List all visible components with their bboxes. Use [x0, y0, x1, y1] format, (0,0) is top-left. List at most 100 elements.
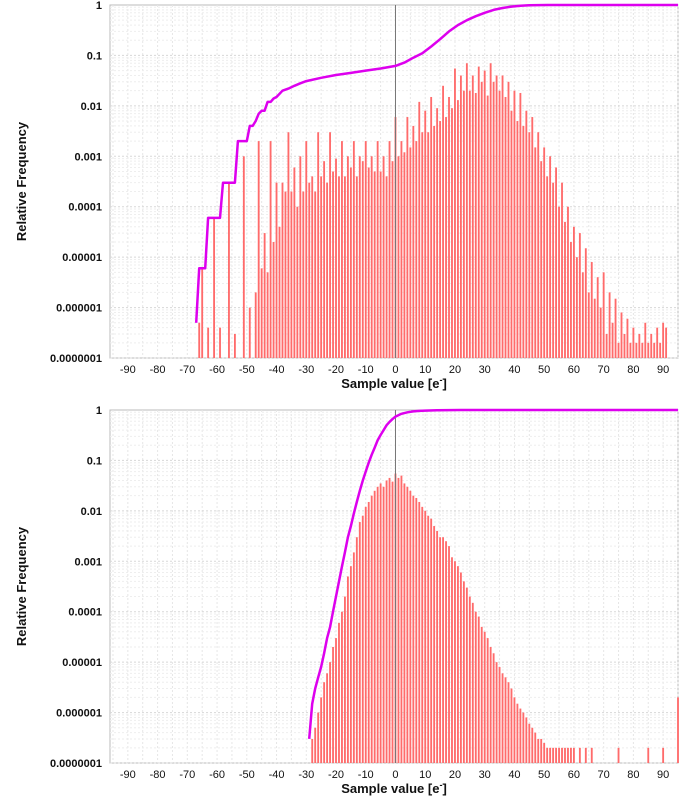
histogram-bar	[358, 522, 361, 763]
x-tick-label: -50	[239, 769, 255, 781]
cumulative-curve	[194, 3, 678, 323]
histogram-bar	[587, 292, 590, 358]
y-tick-label: 0.001	[74, 151, 102, 163]
histogram-bar	[564, 747, 566, 763]
histogram-bar	[590, 262, 593, 358]
chart-bottom-svg: 1 0.1 0.01 0.001 0.0001 0.00001 0.000001 0.0000…	[14, 405, 679, 796]
histogram-bar	[385, 176, 388, 358]
histogram-bar	[409, 147, 412, 358]
histogram-bar	[599, 307, 602, 358]
histogram-bar	[543, 742, 546, 763]
histogram-bar	[430, 518, 433, 763]
histogram-bar	[442, 537, 444, 763]
histogram-bar	[575, 257, 578, 358]
histogram-bar	[346, 576, 349, 763]
histogram-bar	[578, 233, 581, 358]
histogram-bar	[296, 206, 299, 358]
histogram-bar	[549, 747, 552, 763]
histogram-bar	[459, 572, 462, 763]
y-tick-label: 0.01	[81, 506, 102, 518]
histogram-bar	[341, 141, 343, 358]
histogram-bar	[677, 697, 679, 763]
x-tick-label: 30	[479, 364, 491, 376]
histogram-bar	[248, 307, 251, 358]
histogram-bar	[528, 723, 531, 763]
histogram-bars	[198, 63, 668, 359]
histogram-bar	[376, 486, 379, 763]
histogram-bar	[474, 611, 477, 763]
histogram-bar	[361, 515, 364, 763]
histogram-bar	[519, 708, 522, 763]
histogram-bar	[477, 616, 480, 763]
x-tick-label: -70	[179, 364, 195, 376]
histogram-bar	[495, 75, 498, 358]
histogram-bar	[213, 217, 216, 358]
histogram-bar	[412, 125, 415, 359]
histogram-bar	[228, 182, 230, 358]
histogram-bar	[572, 226, 575, 358]
histogram-bar	[534, 147, 537, 358]
y-tick-label: 0.0001	[68, 202, 102, 214]
y-tick-label: 0.1	[87, 50, 102, 62]
histogram-bar	[233, 333, 236, 358]
histogram-bar	[549, 156, 552, 358]
histogram-bar	[531, 117, 534, 359]
histogram-bar	[269, 141, 272, 358]
histogram-bar	[367, 501, 370, 763]
histogram-bar	[641, 342, 644, 358]
y-tick-label: 0.00001	[62, 657, 102, 669]
y-axis-title: Relative Frequency	[14, 526, 29, 646]
histogram-bar	[344, 596, 346, 763]
histogram-bar	[287, 132, 290, 358]
histogram-bar	[590, 747, 593, 763]
histogram-bar	[611, 322, 614, 358]
histogram-bar	[415, 497, 418, 763]
histogram-bar	[462, 90, 465, 358]
histogram-bar	[623, 333, 626, 358]
histogram-bar	[346, 156, 349, 358]
histogram-bar	[379, 171, 382, 358]
histogram-bar	[349, 167, 352, 358]
histogram-bar	[367, 167, 370, 358]
histogram-bar	[358, 156, 361, 358]
x-tick-label: -30	[298, 769, 314, 781]
histogram-bar	[326, 182, 329, 358]
histogram-bar	[263, 233, 266, 358]
histogram-bar	[254, 292, 257, 358]
x-axis-title: Sample value [e-]	[341, 375, 447, 391]
x-tick-label: -30	[298, 364, 314, 376]
histogram-bar	[329, 662, 331, 763]
histogram-bar	[558, 747, 560, 763]
x-tick-label: -20	[328, 364, 344, 376]
histogram-bar	[570, 241, 572, 358]
histogram-bar	[531, 727, 534, 763]
histogram-bar	[489, 63, 492, 359]
x-tick-label: 60	[568, 364, 580, 376]
histogram-bar	[495, 662, 498, 763]
histogram-bar	[543, 147, 546, 358]
y-tick-label: 0.0000001	[50, 758, 102, 770]
histogram-bar	[361, 161, 364, 358]
histogram-bar	[201, 268, 204, 358]
histogram-bar	[418, 101, 421, 359]
x-tick-label: 90	[657, 769, 669, 781]
histogram-bar	[451, 557, 453, 763]
histogram-bar	[540, 161, 543, 358]
histogram-bar	[373, 171, 376, 358]
histogram-bar	[391, 481, 394, 763]
histogram-bar	[281, 182, 284, 358]
histogram-bar	[278, 226, 281, 358]
x-tick-label: -80	[150, 364, 166, 376]
y-tick-label: 1	[96, 0, 102, 12]
histogram-bar	[513, 90, 516, 358]
histogram-bar	[653, 342, 656, 358]
histogram-bar	[323, 682, 326, 763]
histogram-bar	[409, 490, 412, 763]
x-tick-label: 20	[449, 769, 461, 781]
histogram-bar	[299, 156, 302, 358]
histogram-bar	[418, 501, 421, 763]
histogram-bar	[471, 75, 474, 358]
histogram-bar	[400, 475, 403, 763]
histogram-bar	[314, 191, 317, 358]
histogram-bar	[510, 110, 513, 359]
